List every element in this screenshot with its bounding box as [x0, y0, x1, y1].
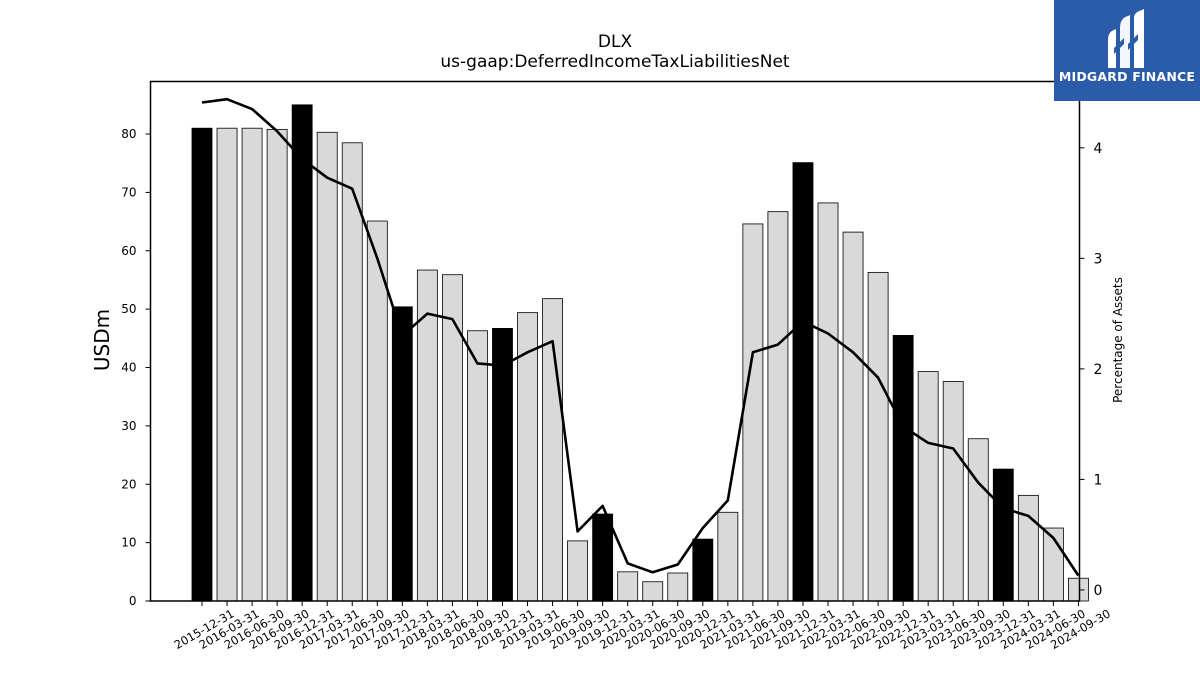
bar-2020-06-30 — [642, 581, 664, 602]
y-axis-label-right: Percentage of Assets — [1111, 277, 1125, 403]
brand-logo: MIDGARD FINANCE — [1054, 0, 1200, 101]
bar-2016-03-31 — [216, 127, 238, 602]
y-tick-label: 30 — [121, 419, 136, 433]
chart-subtitle: us-gaap:DeferredIncomeTaxLiabilitiesNet — [440, 52, 790, 72]
bar-2023-12-31 — [992, 468, 1014, 602]
bar-2021-06-30 — [742, 223, 764, 602]
bar-2015-12-31 — [191, 127, 213, 602]
y2-tick-label: 2 — [1094, 362, 1103, 378]
bar-series — [191, 104, 1089, 602]
y-tick-label: 0 — [129, 594, 137, 608]
y-tick-label: 40 — [121, 361, 136, 375]
bar-2020-09-30 — [667, 572, 689, 602]
percentage-line — [201, 97, 1080, 577]
bar-2022-12-31 — [892, 335, 914, 602]
bar-2022-06-30 — [842, 231, 864, 602]
bar-2018-06-30 — [441, 274, 463, 602]
right-axis-ticks: 0 1 2 3 4 — [1079, 141, 1103, 599]
bar-2020-12-31 — [692, 538, 714, 602]
bar-2024-09-30 — [1067, 577, 1089, 602]
y2-tick-label: 4 — [1094, 141, 1103, 157]
y-tick-label: 60 — [121, 244, 136, 258]
bar-2023-06-30 — [942, 381, 964, 602]
chart-title: DLX — [597, 32, 633, 52]
left-axis-ticks: 0 10 20 30 40 50 60 70 80 — [121, 127, 151, 608]
bar-2017-03-31 — [316, 131, 338, 602]
bar-2022-03-31 — [817, 202, 839, 602]
y-tick-label: 10 — [121, 536, 136, 550]
x-axis-ticks: 2015-12-312016-03-312016-06-302016-09-30… — [172, 601, 1113, 652]
bar-2017-12-31 — [391, 306, 413, 602]
bar-2024-03-31 — [1017, 494, 1039, 602]
bar-2021-09-30 — [767, 211, 789, 602]
bar-2021-03-31 — [717, 511, 739, 602]
y2-tick-label: 0 — [1094, 583, 1103, 599]
bar-2021-12-31 — [792, 162, 814, 602]
bar-2018-12-31 — [492, 328, 513, 602]
y2-tick-label: 3 — [1094, 251, 1103, 267]
bar-2019-09-30 — [567, 540, 589, 602]
line-series — [201, 97, 1080, 577]
logo-text: MIDGARD FINANCE — [1058, 69, 1196, 84]
plot-frame — [149, 80, 1081, 602]
bar-2023-09-30 — [967, 438, 989, 602]
y-tick-label: 20 — [121, 477, 136, 491]
logo-mark-icon — [1108, 9, 1144, 68]
bar-2019-12-31 — [592, 513, 614, 602]
y-tick-label: 70 — [121, 185, 136, 199]
bar-2016-12-31 — [291, 104, 313, 602]
bar-2022-09-30 — [867, 271, 889, 602]
bar-2020-03-31 — [617, 571, 639, 602]
y-axis-label-left: USDm — [90, 308, 114, 372]
bar-2016-09-30 — [266, 128, 288, 602]
bar-2016-06-30 — [241, 127, 263, 602]
bar-2023-03-31 — [917, 371, 939, 602]
y-tick-label: 80 — [121, 127, 136, 141]
bar-2018-09-30 — [467, 330, 488, 602]
y2-tick-label: 1 — [1094, 472, 1103, 488]
y-tick-label: 50 — [121, 302, 136, 316]
